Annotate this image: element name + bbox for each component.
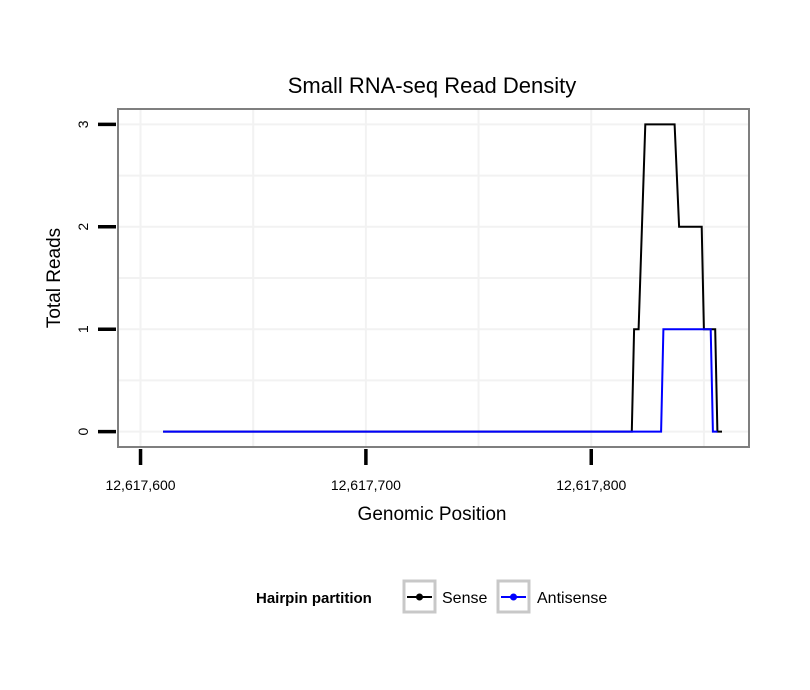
- y-tick-label: 3: [75, 120, 91, 128]
- series-lines: [163, 123, 722, 433]
- plot-panel-border: [117, 108, 750, 448]
- legend-key-sense-dot: [416, 593, 423, 601]
- chart-title: Small RNA-seq Read Density: [288, 73, 577, 98]
- series-line-antisense: [163, 328, 718, 433]
- legend-label-antisense: Antisense: [537, 590, 607, 607]
- legend: Hairpin partition Sense Antisense: [256, 579, 607, 614]
- legend-label-sense: Sense: [442, 590, 487, 607]
- x-tick-label: 12,617,600: [105, 477, 175, 493]
- x-tick-label: 12,617,700: [331, 477, 401, 493]
- y-tick-label: 2: [75, 223, 91, 231]
- x-axis: 12,617,600 12,617,700 12,617,800: [105, 449, 626, 493]
- x-tick-label: 12,617,800: [556, 477, 626, 493]
- y-tick-label: 1: [75, 325, 91, 333]
- series-line-sense: [163, 123, 722, 433]
- legend-title: Hairpin partition: [256, 590, 372, 607]
- y-axis-label: Total Reads: [44, 228, 65, 328]
- y-tick-label: 0: [75, 428, 91, 436]
- x-axis-label: Genomic Position: [358, 504, 507, 525]
- grid-lines: [118, 109, 749, 447]
- y-axis: 0 1 2 3: [75, 120, 116, 436]
- legend-key-antisense-dot: [510, 593, 517, 601]
